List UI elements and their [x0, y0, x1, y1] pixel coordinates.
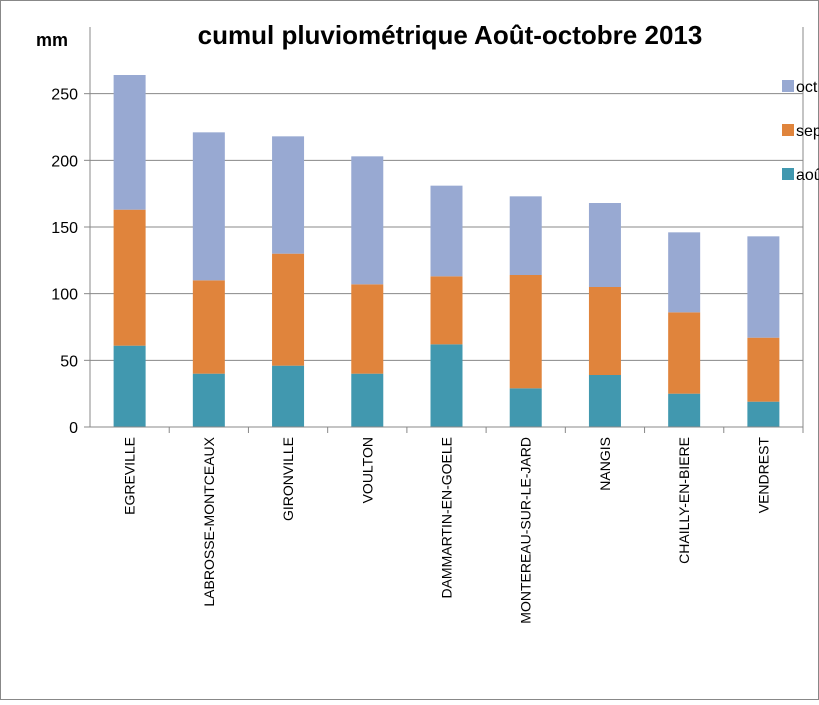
y-tick-label: 100	[51, 287, 78, 304]
bar-segment	[351, 156, 384, 285]
bar-segment	[588, 203, 621, 287]
bar-segment	[747, 337, 780, 402]
bar-segment	[668, 232, 701, 313]
bar-segment	[509, 275, 542, 389]
bar-segment	[272, 365, 305, 427]
bar-segment	[272, 136, 305, 254]
x-tick-label: EGREVILLE	[122, 437, 138, 515]
x-tick-label: GIRONVILLE	[280, 437, 296, 521]
bar-segment	[192, 132, 225, 281]
y-tick-label: 200	[51, 153, 78, 170]
bar-segment	[588, 287, 621, 375]
bar-segment	[509, 196, 542, 275]
x-tick-label: DAMMARTIN-EN-GOELE	[439, 437, 455, 599]
legend-swatch	[782, 168, 794, 180]
bar-segment	[192, 373, 225, 427]
y-tick-label: 0	[69, 420, 78, 437]
y-tick-label: 150	[51, 220, 78, 237]
legend-label: sept	[796, 123, 819, 140]
bar-segment	[351, 284, 384, 374]
x-tick-label: CHAILLY-EN-BIERE	[676, 437, 692, 564]
y-tick-label: 50	[60, 353, 78, 370]
x-tick-label: VOULTON	[359, 437, 375, 503]
legend-swatch	[782, 124, 794, 136]
legend-swatch	[782, 80, 794, 92]
y-axis-label: mm	[36, 30, 68, 50]
bar-segment	[747, 401, 780, 427]
bar-segment	[192, 280, 225, 374]
bar-segment	[668, 312, 701, 394]
bar-segment	[747, 236, 780, 338]
bar-segment	[509, 388, 542, 427]
bar-segment	[588, 375, 621, 427]
x-tick-label: LABROSSE-MONTCEAUX	[201, 436, 217, 606]
bar-segment	[430, 185, 463, 277]
chart-title: cumul pluviométrique Août-octobre 2013	[198, 20, 703, 50]
x-tick-label: MONTEREAU-SUR-LE-JARD	[518, 437, 534, 624]
bar-segment	[113, 345, 146, 427]
bar-segment	[430, 344, 463, 427]
bar-segment	[113, 75, 146, 210]
bar-segment	[113, 209, 146, 346]
bar-segment	[668, 393, 701, 427]
legend-label: oct	[796, 79, 818, 96]
bar-segment	[430, 276, 463, 345]
y-tick-label: 250	[51, 87, 78, 104]
bar-segment	[272, 253, 305, 366]
bar-segment	[351, 373, 384, 427]
x-tick-label: NANGIS	[597, 437, 613, 491]
x-tick-label: VENDREST	[755, 437, 771, 514]
legend-label: août	[796, 167, 819, 184]
